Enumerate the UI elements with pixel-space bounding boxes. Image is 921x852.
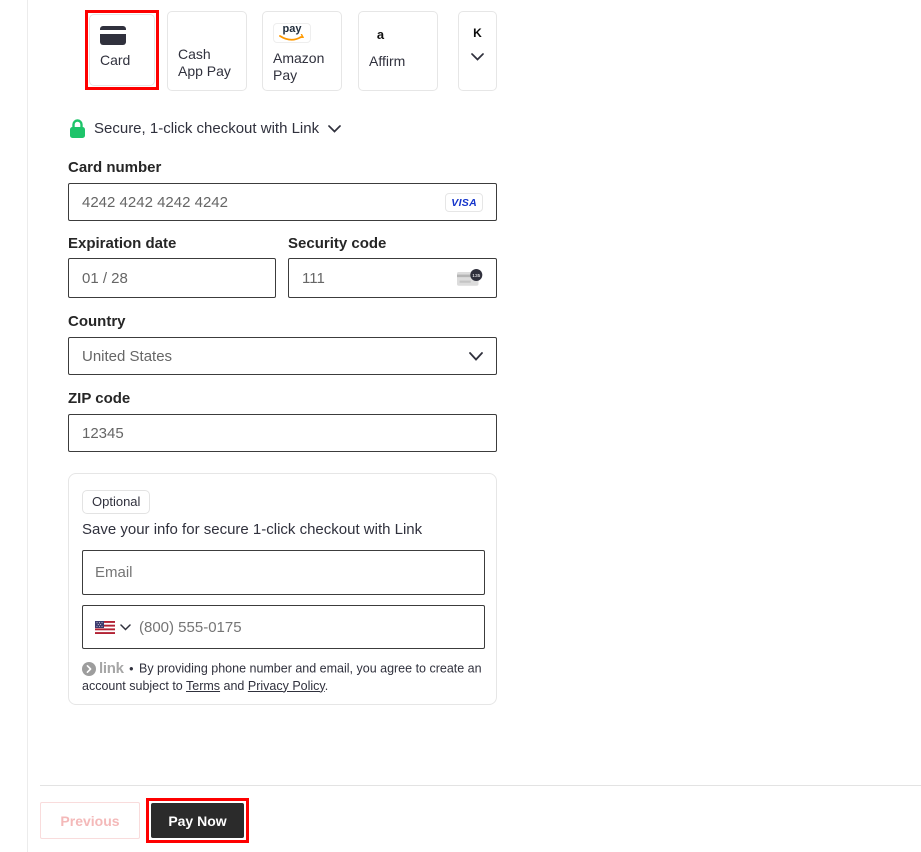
optional-badge: Optional <box>82 490 151 514</box>
card-number-label: Card number <box>68 159 162 176</box>
link-legal-text: link • By providing phone number and ema… <box>82 660 482 693</box>
expiration-label: Expiration date <box>68 235 177 252</box>
link-arrow-icon <box>82 661 96 676</box>
zip-code-input[interactable] <box>82 424 483 442</box>
phone-field[interactable] <box>82 605 485 649</box>
tab-card[interactable]: Card <box>89 14 155 86</box>
terms-link[interactable]: Terms <box>186 678 221 693</box>
country-label: Country <box>68 313 126 330</box>
link-banner-label: Secure, 1-click checkout with Link <box>94 120 320 137</box>
security-code-field[interactable]: 135 <box>288 258 497 298</box>
country-select[interactable]: United States <box>68 337 497 375</box>
cvc-card-icon: 135 <box>457 268 483 286</box>
chevron-down-icon <box>469 351 483 361</box>
zip-code-label: ZIP code <box>68 390 131 407</box>
phone-country-selector[interactable] <box>95 620 131 634</box>
tab-amazon-pay-label: Amazon Pay <box>273 50 325 83</box>
cvc-hint-text: 135 <box>473 273 481 279</box>
security-code-input[interactable] <box>302 269 458 287</box>
card-number-input[interactable] <box>82 193 446 211</box>
panel-left-border <box>27 0 28 852</box>
pay-now-button[interactable]: Pay Now <box>151 803 244 838</box>
country-selected-value: United States <box>82 347 173 365</box>
tab-affirm-label: Affirm <box>369 53 406 69</box>
phone-input[interactable] <box>139 618 472 636</box>
link-signup-heading: Save your info for secure 1-click checko… <box>82 521 423 538</box>
footer-divider <box>40 785 921 786</box>
lock-icon <box>70 119 85 138</box>
klarna-icon: K <box>473 26 482 40</box>
security-code-label: Security code <box>288 235 387 252</box>
card-number-field[interactable]: VISA <box>68 183 497 221</box>
expiration-field[interactable] <box>68 258 276 298</box>
tab-affirm[interactable]: a Affirm <box>358 11 438 91</box>
link-logo: link <box>82 660 124 677</box>
link-checkout-toggle[interactable]: Secure, 1-click checkout with Link <box>70 119 341 138</box>
affirm-icon: a <box>376 27 385 42</box>
zip-code-field[interactable] <box>68 414 497 452</box>
tab-amazon-pay[interactable]: pay Amazon Pay <box>262 11 342 91</box>
tab-cash-app-pay-label: Cash App Pay <box>178 46 231 79</box>
chevron-down-icon <box>471 53 484 61</box>
tab-cash-app-pay[interactable]: $ Cash App Pay <box>167 11 247 91</box>
visa-brand-icon: VISA <box>445 192 483 212</box>
email-input[interactable] <box>95 564 472 581</box>
amazon-pay-icon: pay <box>273 23 311 43</box>
card-icon <box>100 26 126 45</box>
email-field[interactable] <box>82 550 485 595</box>
previous-button[interactable]: Previous <box>40 802 140 839</box>
tab-card-label: Card <box>100 52 131 68</box>
link-signup-section: Optional Save your info for secure 1-cli… <box>68 473 497 705</box>
us-flag-icon <box>95 620 115 634</box>
privacy-policy-link[interactable]: Privacy Policy <box>247 678 325 693</box>
chevron-down-icon <box>120 623 131 631</box>
cash-app-icon: $ <box>184 23 193 39</box>
expiration-input[interactable] <box>82 269 262 287</box>
chevron-down-icon <box>328 124 341 133</box>
legal-text-before: By providing phone number and email, you… <box>82 661 482 693</box>
more-payment-methods-button[interactable]: K <box>458 11 497 91</box>
